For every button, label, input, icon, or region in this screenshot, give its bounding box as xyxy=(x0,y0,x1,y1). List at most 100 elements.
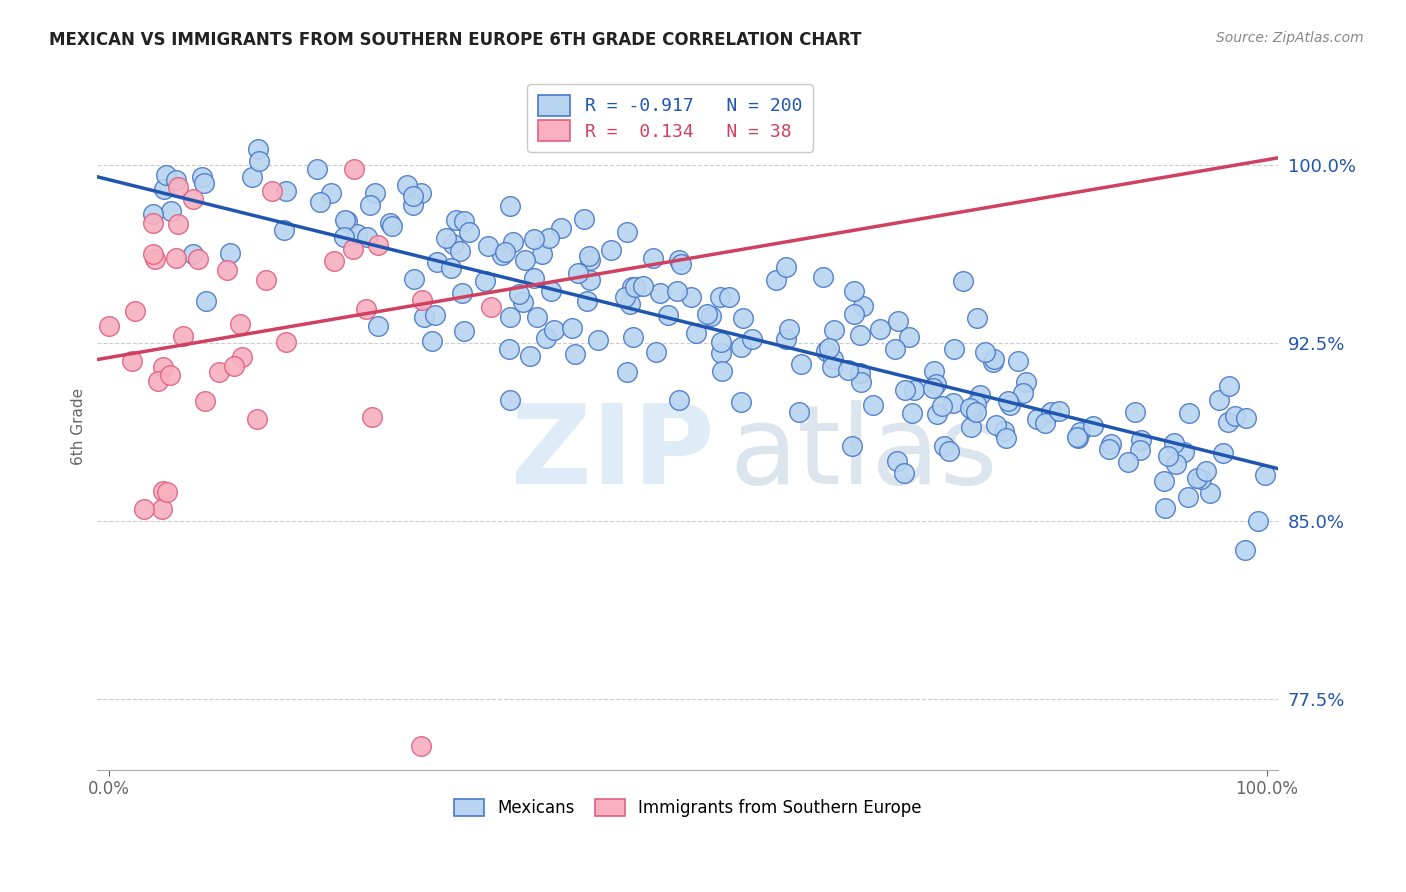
Point xyxy=(852,299,875,313)
Point xyxy=(426,255,449,269)
Point xyxy=(841,439,863,453)
Point xyxy=(231,350,253,364)
Point xyxy=(165,173,187,187)
Point xyxy=(1153,500,1175,515)
Point xyxy=(893,467,915,481)
Point xyxy=(499,310,522,324)
Point xyxy=(354,302,377,317)
Point xyxy=(359,198,381,212)
Point xyxy=(494,245,516,260)
Point xyxy=(309,195,332,210)
Point xyxy=(643,251,665,265)
Point xyxy=(381,219,404,234)
Point xyxy=(333,230,356,244)
Point xyxy=(1218,379,1240,393)
Point xyxy=(342,242,364,256)
Point xyxy=(700,309,723,323)
Point xyxy=(925,408,948,422)
Point xyxy=(730,394,752,409)
Point xyxy=(887,313,910,327)
Point xyxy=(811,270,834,285)
Point xyxy=(152,483,174,498)
Point xyxy=(523,270,546,285)
Point xyxy=(814,344,837,359)
Point xyxy=(491,248,513,262)
Point xyxy=(981,354,1004,368)
Point xyxy=(181,246,204,260)
Point xyxy=(477,239,499,253)
Point xyxy=(420,334,443,348)
Point xyxy=(217,262,239,277)
Point xyxy=(1067,431,1090,445)
Point xyxy=(160,203,183,218)
Point xyxy=(943,342,966,356)
Point xyxy=(942,396,965,410)
Point xyxy=(166,179,188,194)
Point xyxy=(668,392,690,407)
Point xyxy=(588,333,610,347)
Point xyxy=(984,417,1007,432)
Point xyxy=(411,739,433,754)
Point xyxy=(717,290,740,304)
Point xyxy=(396,178,419,193)
Point xyxy=(709,290,731,304)
Point xyxy=(932,439,955,453)
Point xyxy=(247,142,270,156)
Point xyxy=(193,177,215,191)
Point xyxy=(849,327,872,342)
Point xyxy=(897,330,920,344)
Point xyxy=(207,365,229,379)
Point xyxy=(731,311,754,326)
Point xyxy=(710,364,733,378)
Point xyxy=(966,311,988,326)
Point xyxy=(666,285,689,299)
Point xyxy=(962,403,984,417)
Point xyxy=(789,404,811,418)
Point xyxy=(1081,419,1104,434)
Point xyxy=(474,274,496,288)
Point xyxy=(965,404,987,418)
Point xyxy=(411,293,433,307)
Point xyxy=(621,330,644,344)
Point xyxy=(346,227,368,242)
Point xyxy=(413,310,436,324)
Point xyxy=(543,323,565,337)
Point xyxy=(1098,442,1121,456)
Point xyxy=(148,374,170,388)
Point xyxy=(254,272,277,286)
Point xyxy=(851,375,873,389)
Point xyxy=(821,352,844,367)
Point xyxy=(165,251,187,265)
Point xyxy=(983,352,1005,367)
Point xyxy=(453,325,475,339)
Point xyxy=(143,252,166,266)
Point xyxy=(502,235,524,249)
Point xyxy=(229,317,252,331)
Point xyxy=(134,502,156,516)
Point xyxy=(457,225,479,239)
Point xyxy=(499,392,522,407)
Point xyxy=(246,411,269,425)
Point xyxy=(526,310,548,325)
Point xyxy=(1234,543,1257,558)
Point xyxy=(240,169,263,184)
Point xyxy=(343,161,366,176)
Point xyxy=(1157,449,1180,463)
Point xyxy=(512,294,534,309)
Point xyxy=(153,182,176,196)
Point xyxy=(998,398,1021,412)
Point xyxy=(710,334,733,349)
Point xyxy=(599,243,621,257)
Point xyxy=(1178,406,1201,420)
Point xyxy=(959,401,981,415)
Point xyxy=(121,353,143,368)
Point xyxy=(274,334,297,349)
Point xyxy=(576,293,599,308)
Point xyxy=(167,217,190,231)
Point xyxy=(1234,410,1257,425)
Point xyxy=(1187,470,1209,484)
Point xyxy=(696,307,718,321)
Point xyxy=(775,260,797,275)
Point xyxy=(579,273,602,287)
Point xyxy=(273,223,295,237)
